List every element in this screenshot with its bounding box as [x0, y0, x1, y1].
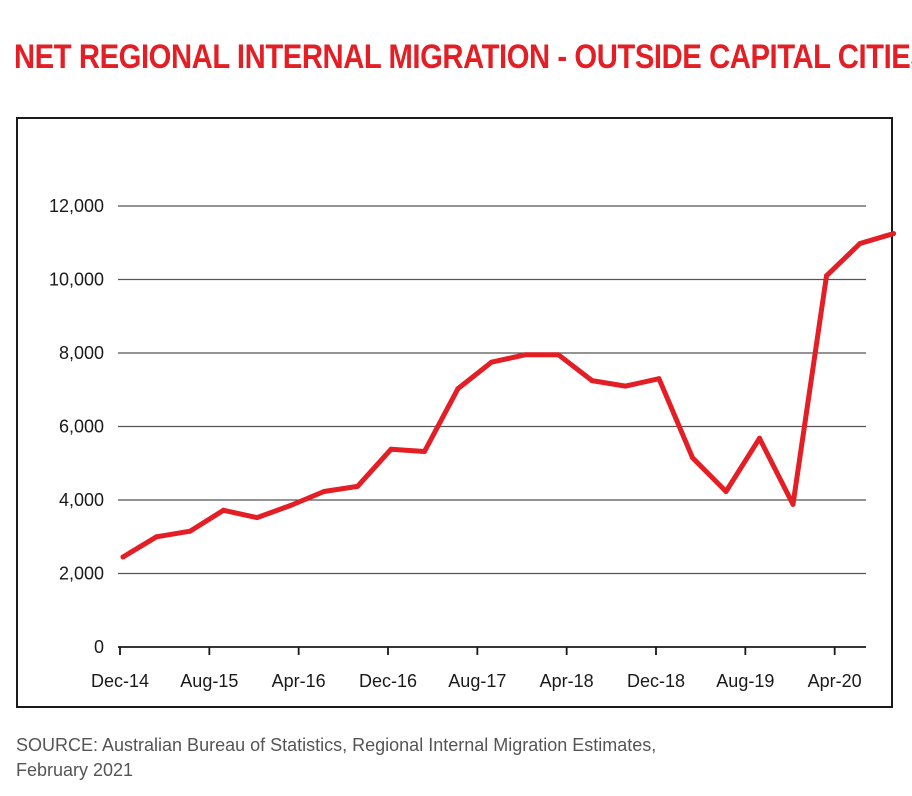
data-point — [221, 507, 226, 513]
y-axis-tick-labels: 0 2,000 4,000 6,000 8,000 10,000 12,000 — [49, 196, 104, 657]
source-line-1: SOURCE: Australian Bureau of Statistics,… — [16, 735, 657, 755]
data-point — [757, 435, 762, 441]
data-point — [321, 489, 327, 495]
source-line-2: February 2021 — [16, 760, 134, 780]
x-axis-tick-labels: Dec-14 Aug-15 Apr-16 Dec-16 Aug-17 Apr-18 Dec-… — [91, 671, 862, 691]
data-point — [556, 352, 561, 358]
data-point — [690, 455, 695, 461]
y-tick-label: 6,000 — [59, 417, 104, 437]
data-point — [656, 376, 662, 382]
data-point — [254, 515, 260, 521]
x-tick-label: Aug-17 — [448, 671, 506, 691]
data-point — [455, 386, 461, 392]
x-tick-label: Aug-19 — [716, 671, 774, 691]
data-point — [489, 359, 494, 365]
data-point — [120, 554, 126, 560]
data-point — [522, 352, 528, 358]
chart-frame — [16, 117, 893, 708]
data-point — [723, 489, 729, 495]
x-tick-label: Dec-18 — [627, 671, 685, 691]
y-tick-label: 8,000 — [59, 343, 104, 363]
data-point — [589, 378, 595, 384]
y-tick-label: 12,000 — [49, 196, 104, 216]
line-chart: 0 2,000 4,000 6,000 8,000 10,000 12,000 Dec-14… — [49, 196, 896, 691]
y-tick-label: 10,000 — [49, 270, 104, 290]
data-point — [824, 273, 829, 279]
x-tick-label: Dec-14 — [91, 671, 149, 691]
data-point — [388, 446, 394, 452]
data-point — [623, 383, 628, 389]
data-point — [891, 231, 896, 237]
data-point — [154, 534, 159, 540]
data-point — [187, 528, 193, 534]
data-point — [355, 483, 360, 489]
x-tick-label: Dec-16 — [359, 671, 417, 691]
gridlines — [118, 205, 866, 575]
source-note: SOURCE: Australian Bureau of Statistics,… — [16, 733, 876, 783]
data-point — [790, 501, 796, 507]
series-line — [120, 231, 896, 560]
y-tick-label: 4,000 — [59, 490, 104, 510]
data-point — [857, 240, 863, 246]
x-tick-label: Apr-16 — [272, 671, 326, 691]
y-tick-label: 0 — [94, 637, 104, 657]
data-point — [422, 448, 427, 454]
x-tick-label: Aug-15 — [180, 671, 238, 691]
x-axis — [118, 646, 866, 655]
y-tick-label: 2,000 — [59, 564, 104, 584]
chart-title: NET REGIONAL INTERNAL MIGRATION - OUTSID… — [14, 38, 912, 76]
x-tick-label: Apr-20 — [808, 671, 862, 691]
series-group — [120, 231, 896, 560]
data-point — [288, 503, 293, 509]
x-tick-label: Apr-18 — [540, 671, 594, 691]
